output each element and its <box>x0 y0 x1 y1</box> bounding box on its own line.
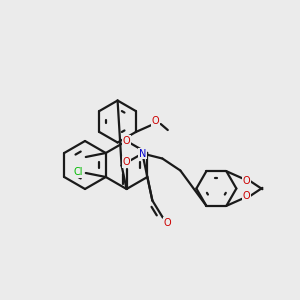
Text: O: O <box>123 136 130 146</box>
Text: Cl: Cl <box>73 167 82 177</box>
Text: O: O <box>243 176 250 186</box>
Text: O: O <box>152 116 160 126</box>
Text: O: O <box>164 218 172 227</box>
Text: O: O <box>243 191 250 201</box>
Text: O: O <box>123 157 130 167</box>
Text: N: N <box>139 148 146 158</box>
